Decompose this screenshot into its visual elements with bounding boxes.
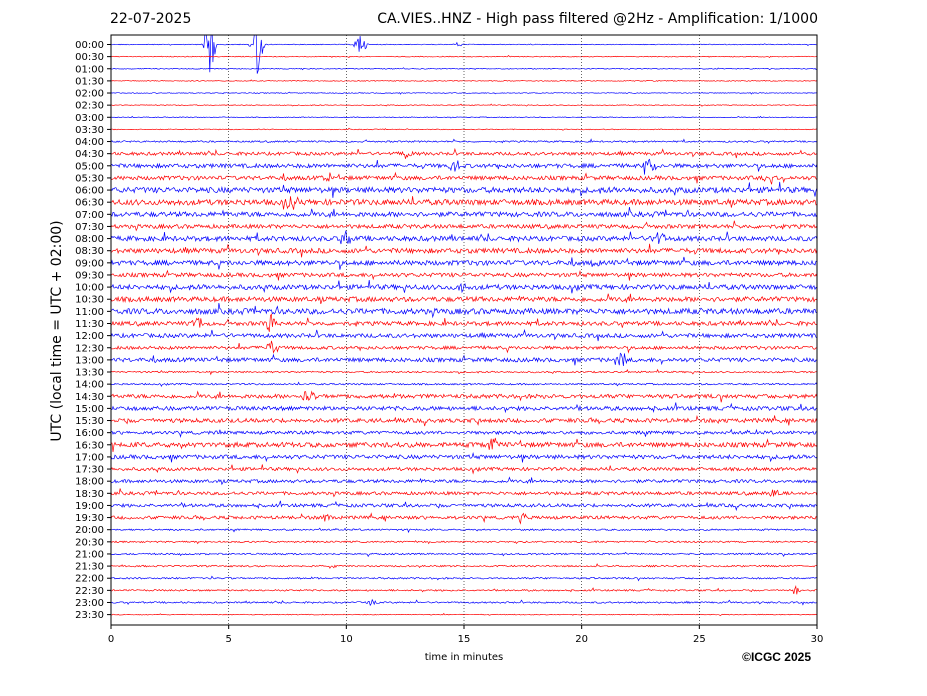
y-tick-label: 17:30 xyxy=(75,465,104,476)
y-tick-label: 04:30 xyxy=(75,149,104,160)
trace-line xyxy=(111,500,817,512)
x-axis-ticks: 0 5 10 15 20 25 30 xyxy=(108,625,824,645)
y-tick-label: 06:30 xyxy=(75,198,104,209)
y-tick-label: 06:00 xyxy=(75,186,104,197)
y-tick-label: 14:30 xyxy=(75,392,104,403)
copyright-label: ©ICGC 2025 xyxy=(742,650,811,664)
trace-line xyxy=(111,381,817,387)
y-tick-label: 13:00 xyxy=(75,355,104,366)
chart-title: CA.VIES..HNZ - High pass filtered @2Hz -… xyxy=(377,11,818,27)
x-tick-label: 0 xyxy=(108,634,114,645)
y-tick-label: 11:30 xyxy=(75,319,104,330)
y-tick-label: 17:00 xyxy=(75,452,104,463)
y-tick-label: 01:00 xyxy=(75,64,104,75)
trace-line xyxy=(111,488,817,498)
y-tick-label: 16:00 xyxy=(75,428,104,439)
y-tick-label: 02:30 xyxy=(75,101,104,112)
y-tick-label: 15:00 xyxy=(75,404,104,415)
y-tick-label: 07:30 xyxy=(75,222,104,233)
y-tick-label: 09:30 xyxy=(75,270,104,281)
trace-line xyxy=(111,138,817,144)
y-tick-label: 23:00 xyxy=(75,598,104,609)
y-tick-label: 18:00 xyxy=(75,477,104,488)
y-tick-label: 03:30 xyxy=(75,125,104,136)
y-tick-label: 13:30 xyxy=(75,368,104,379)
y-tick-label: 21:30 xyxy=(75,562,104,573)
trace-line xyxy=(111,230,817,245)
x-tick-label: 10 xyxy=(340,634,353,645)
x-tick-label: 15 xyxy=(458,634,471,645)
y-tick-label: 05:00 xyxy=(75,161,104,172)
trace-line xyxy=(111,368,817,376)
trace-layer xyxy=(111,35,817,617)
y-tick-label: 05:30 xyxy=(75,173,104,184)
y-tick-label: 00:30 xyxy=(75,52,104,63)
trace-line xyxy=(111,115,817,119)
x-tick-label: 30 xyxy=(811,634,824,645)
y-tick-label: 18:30 xyxy=(75,489,104,500)
y-tick-label: 20:30 xyxy=(75,537,104,548)
y-tick-label: 08:00 xyxy=(75,234,104,245)
y-tick-label: 15:30 xyxy=(75,416,104,427)
x-tick-label: 25 xyxy=(693,634,706,645)
trace-line xyxy=(111,158,817,175)
y-tick-label: 09:00 xyxy=(75,258,104,269)
y-tick-label: 12:00 xyxy=(75,331,104,342)
y-tick-label: 08:30 xyxy=(75,246,104,257)
trace-line xyxy=(111,220,817,232)
trace-line xyxy=(111,181,817,198)
y-tick-label: 19:00 xyxy=(75,501,104,512)
trace-line xyxy=(111,280,817,294)
y-tick-label: 14:00 xyxy=(75,380,104,391)
y-tick-label: 22:00 xyxy=(75,574,104,585)
y-tick-label: 19:30 xyxy=(75,513,104,524)
trace-line xyxy=(111,127,817,131)
y-tick-label: 01:30 xyxy=(75,76,104,87)
y-tick-label: 23:30 xyxy=(75,610,104,621)
x-tick-label: 20 xyxy=(575,634,588,645)
y-tick-label: 02:00 xyxy=(75,89,104,100)
trace-line xyxy=(111,464,817,475)
x-tick-label: 5 xyxy=(225,634,231,645)
date-label: 22-07-2025 xyxy=(110,11,192,27)
y-tick-label: 22:30 xyxy=(75,586,104,597)
trace-line xyxy=(111,390,817,403)
trace-line xyxy=(111,103,817,107)
trace-line xyxy=(111,147,817,159)
trace-line xyxy=(111,415,817,427)
y-tick-label: 16:30 xyxy=(75,440,104,451)
trace-line xyxy=(111,91,817,95)
x-axis-label: time in minutes xyxy=(425,652,504,663)
vertical-gridlines xyxy=(228,35,700,625)
trace-line xyxy=(111,476,817,486)
y-tick-label: 20:00 xyxy=(75,525,104,536)
y-tick-label: 04:00 xyxy=(75,137,104,148)
trace-line xyxy=(111,196,817,210)
y-axis-label: UTC (local time = UTC + 02:00) xyxy=(49,220,65,441)
y-tick-label: 21:00 xyxy=(75,549,104,560)
y-tick-label: 12:30 xyxy=(75,343,104,354)
y-tick-label: 11:00 xyxy=(75,307,104,318)
trace-line xyxy=(111,428,817,439)
y-tick-label: 10:00 xyxy=(75,283,104,294)
trace-line xyxy=(111,352,817,367)
y-tick-label: 00:00 xyxy=(75,40,104,51)
y-tick-label: 10:30 xyxy=(75,295,104,306)
y-tick-label: 03:00 xyxy=(75,113,104,124)
y-tick-label: 07:00 xyxy=(75,210,104,221)
